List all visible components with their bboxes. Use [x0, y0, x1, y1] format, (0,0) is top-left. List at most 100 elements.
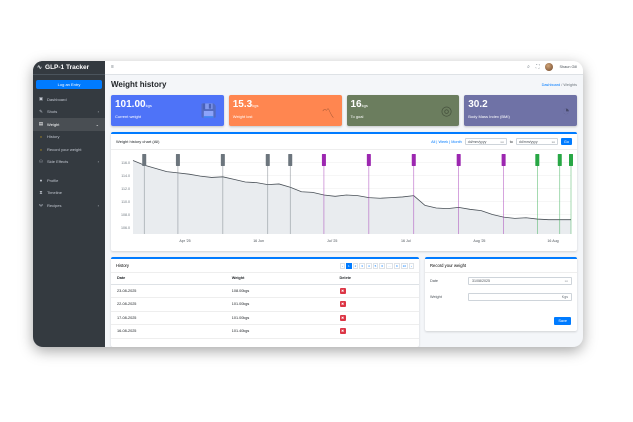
- shot-marker-label: [456, 154, 461, 167]
- search-icon[interactable]: ⌕: [527, 64, 530, 71]
- table-header-row: Date Weight Delete: [111, 273, 419, 285]
- range-links[interactable]: All | Week | Month: [431, 139, 462, 144]
- record-header: Record your weight: [425, 259, 577, 273]
- shot-marker-label: [366, 154, 371, 167]
- user-name[interactable]: Shaun Gill: [559, 65, 577, 70]
- date-label: Date: [430, 279, 439, 283]
- menu-icon[interactable]: ≡: [111, 64, 114, 71]
- brand[interactable]: ∿ GLP-1 Tracker: [33, 61, 105, 75]
- delete-cell: ✖: [333, 324, 419, 339]
- topbar: ≡ ⌕ ⛶ Shaun Gill: [105, 61, 583, 75]
- gauge-icon: ◔: [562, 102, 570, 118]
- sidebar-item-profile[interactable]: ● Profile: [33, 174, 105, 187]
- weight-field[interactable]: Kgs: [468, 293, 572, 301]
- sidebar-item-timeline[interactable]: ⧗ Timeline: [33, 187, 105, 200]
- page-button[interactable]: ›: [409, 262, 414, 269]
- card-unit: kgs: [145, 102, 152, 108]
- shot-marker-label: [142, 154, 147, 167]
- card-number: 30.2: [468, 98, 488, 110]
- page-button[interactable]: 3: [359, 262, 365, 269]
- breadcrumb-dashboard[interactable]: Dashboard: [541, 82, 561, 87]
- start-date-input[interactable]: dd/mm/yyyy ▭: [464, 138, 507, 146]
- weight-lost-card: 15.3kgs Weight lost 〽: [228, 94, 342, 127]
- shot-marker-label: [569, 154, 573, 167]
- calendar-icon: ▭: [551, 139, 555, 144]
- y-tick-label: 116.0: [121, 161, 130, 165]
- history-title: History: [116, 263, 130, 268]
- record-weight-card: Record your weight Date 31/08/2025 ▭ Weig…: [425, 257, 577, 331]
- save-button[interactable]: Save: [554, 317, 571, 325]
- to-label: to: [509, 139, 513, 144]
- delete-button[interactable]: ✖: [339, 301, 346, 308]
- delete-button[interactable]: ✖: [339, 314, 346, 321]
- weight-chart-card: Weight history chart (All) All | Week | …: [111, 132, 577, 251]
- go-button[interactable]: Go: [560, 138, 572, 146]
- sidebar-item-recipes[interactable]: Ψ Recipes ›: [33, 199, 105, 212]
- y-tick-label: 110.0: [121, 200, 130, 204]
- page-button[interactable]: 2: [352, 262, 359, 269]
- avatar[interactable]: [545, 63, 554, 72]
- calendar-icon: ▭: [500, 139, 504, 144]
- sidebar-item-dashboard[interactable]: ▣ Dashboard: [33, 93, 105, 106]
- page-button[interactable]: ‹: [339, 262, 345, 269]
- x-tick-label: Jul '25: [327, 239, 337, 243]
- fullscreen-icon[interactable]: ⛶: [535, 64, 540, 71]
- date-row: Date 31/08/2025 ▭: [425, 273, 577, 289]
- sidebar-item-label: Weight: [47, 121, 60, 127]
- page-button[interactable]: 9: [393, 262, 400, 269]
- utensils-icon: Ψ: [39, 202, 43, 208]
- sidebar-item-label: Dashboard: [47, 96, 67, 102]
- card-value: 101.00kgs: [115, 99, 220, 110]
- card-unit: kgs: [361, 102, 368, 108]
- sidebar-item-label: Recipes: [47, 202, 62, 208]
- delete-button[interactable]: ✖: [339, 287, 346, 294]
- sidebar-item-history[interactable]: ○ History: [33, 131, 105, 144]
- shot-marker-label: [501, 154, 506, 167]
- sidebar-item-side-effects[interactable]: ⚇ Side Effects ›: [33, 156, 105, 169]
- breadcrumb-current: Weights: [563, 82, 577, 87]
- card-label: Current weight: [115, 113, 142, 119]
- sidebar-item-shots[interactable]: ✎ Shots ›: [33, 106, 105, 119]
- date-cell: 17-08-2025: [111, 311, 226, 325]
- page-button[interactable]: 6: [379, 262, 385, 269]
- area-fill: [133, 160, 571, 235]
- column-header: Date: [111, 273, 226, 285]
- x-tick-label: 16 Aug: [547, 239, 558, 243]
- column-header: Delete: [333, 273, 419, 285]
- end-date-input[interactable]: dd/mm/yyyy ▭: [515, 138, 558, 146]
- weight-chart: 116.0 114.0 112.0 110.0 108.0 106.0 Apr '25 16 …: [121, 154, 573, 243]
- pagination: ‹ 1 2 3 4 5 6… 9 10 ›: [339, 262, 414, 269]
- sidebar-item-record-weight[interactable]: ○ Record your weight: [33, 143, 105, 156]
- delete-cell: ✖: [333, 284, 419, 298]
- shot-marker-label: [220, 154, 225, 167]
- shot-marker-label: [535, 154, 540, 167]
- series-line: [132, 160, 571, 221]
- log-entry-button[interactable]: Log an Entry: [36, 80, 102, 89]
- user-icon: ●: [39, 177, 43, 183]
- dashboard-icon: ▣: [38, 96, 44, 102]
- scale-icon: ▤: [38, 121, 44, 127]
- shot-marker-label: [321, 154, 326, 167]
- circle-icon: ○: [39, 134, 43, 140]
- weight-cell: 101.40kgs: [225, 324, 334, 339]
- history-table: Date Weight Delete 23-08-2025 108.00kgs …: [111, 273, 419, 339]
- sidebar: ∿ GLP-1 Tracker Log an Entry ▣ Dashboard…: [33, 61, 105, 347]
- chevron-right-icon: ›: [97, 159, 99, 165]
- table-row: 23-08-2025 108.00kgs ✖: [111, 284, 419, 298]
- history-header: History ‹ 1 2 3 4 5 6… 9 10 ›: [111, 259, 419, 273]
- page-button[interactable]: 5: [372, 262, 379, 269]
- sidebar-item-weight[interactable]: ▤ Weight ⌄: [33, 118, 105, 131]
- chevron-right-icon: ›: [97, 202, 99, 208]
- page-button[interactable]: 10: [400, 262, 408, 269]
- delete-button[interactable]: ✖: [339, 328, 346, 335]
- chevron-down-icon: ⌄: [95, 121, 99, 127]
- y-tick-label: 112.0: [121, 187, 130, 191]
- date-field[interactable]: 31/08/2025 ▭: [468, 277, 572, 285]
- card-unit: kgs: [252, 102, 259, 108]
- page-button[interactable]: 1: [345, 262, 352, 269]
- date-placeholder: dd/mm/yyyy: [518, 139, 538, 144]
- date-cell: 16-08-2025: [111, 324, 226, 339]
- page-button[interactable]: …: [385, 262, 393, 269]
- weight-cell: 101.00kgs: [225, 297, 334, 312]
- page-button[interactable]: 4: [365, 262, 372, 269]
